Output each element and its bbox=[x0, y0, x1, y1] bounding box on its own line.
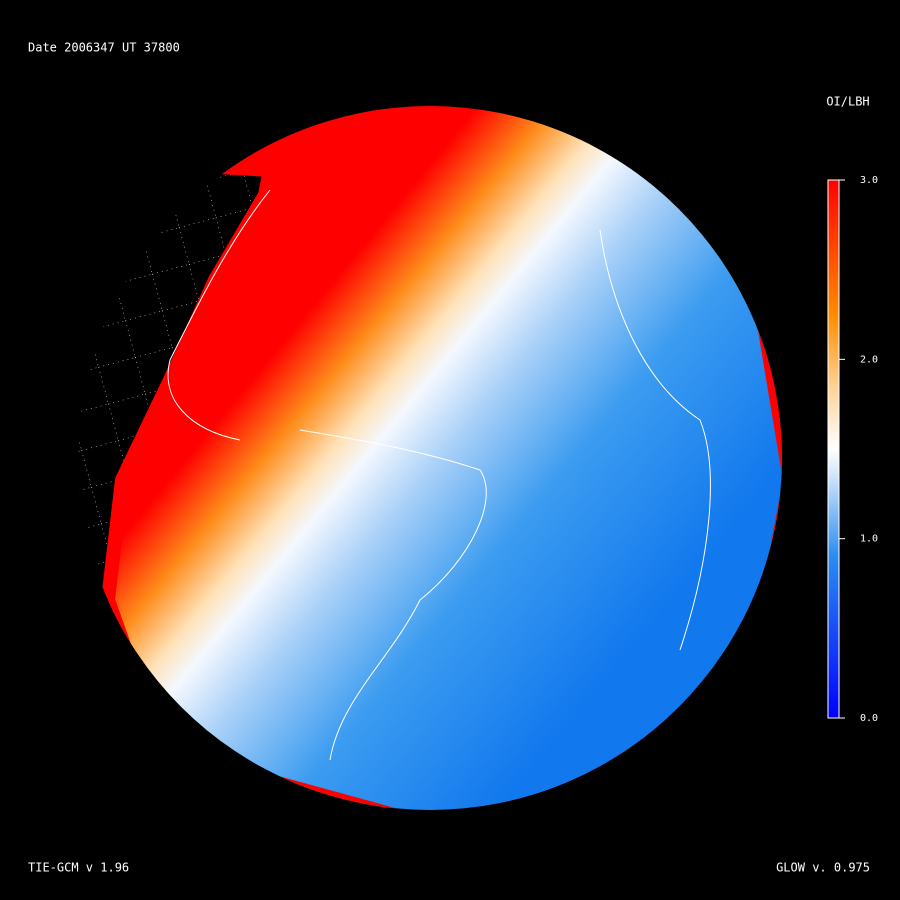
model-label: TIE-GCM v 1.96 bbox=[28, 861, 129, 875]
coastline bbox=[167, 189, 271, 441]
globe bbox=[78, 106, 782, 810]
version-label: GLOW v. 0.975 bbox=[776, 861, 870, 875]
colorbar-tick-label: 1.0 bbox=[860, 534, 878, 545]
dayside bbox=[100, 106, 782, 810]
colorbar bbox=[827, 179, 840, 719]
colorbar-ticks: 0.0 1.0 2.0 3.0 bbox=[839, 175, 878, 724]
ut-label: UT 37800 bbox=[122, 41, 180, 55]
colorbar-tick-label: 3.0 bbox=[860, 175, 878, 186]
colorbar-tick-label: 2.0 bbox=[860, 354, 878, 365]
date-label: Date 2006347 bbox=[28, 41, 115, 55]
coastline bbox=[599, 229, 711, 651]
coastline bbox=[299, 429, 487, 761]
colorbar-title: OI/LBH bbox=[826, 95, 869, 109]
colorbar-tick-label: 0.0 bbox=[860, 713, 878, 724]
